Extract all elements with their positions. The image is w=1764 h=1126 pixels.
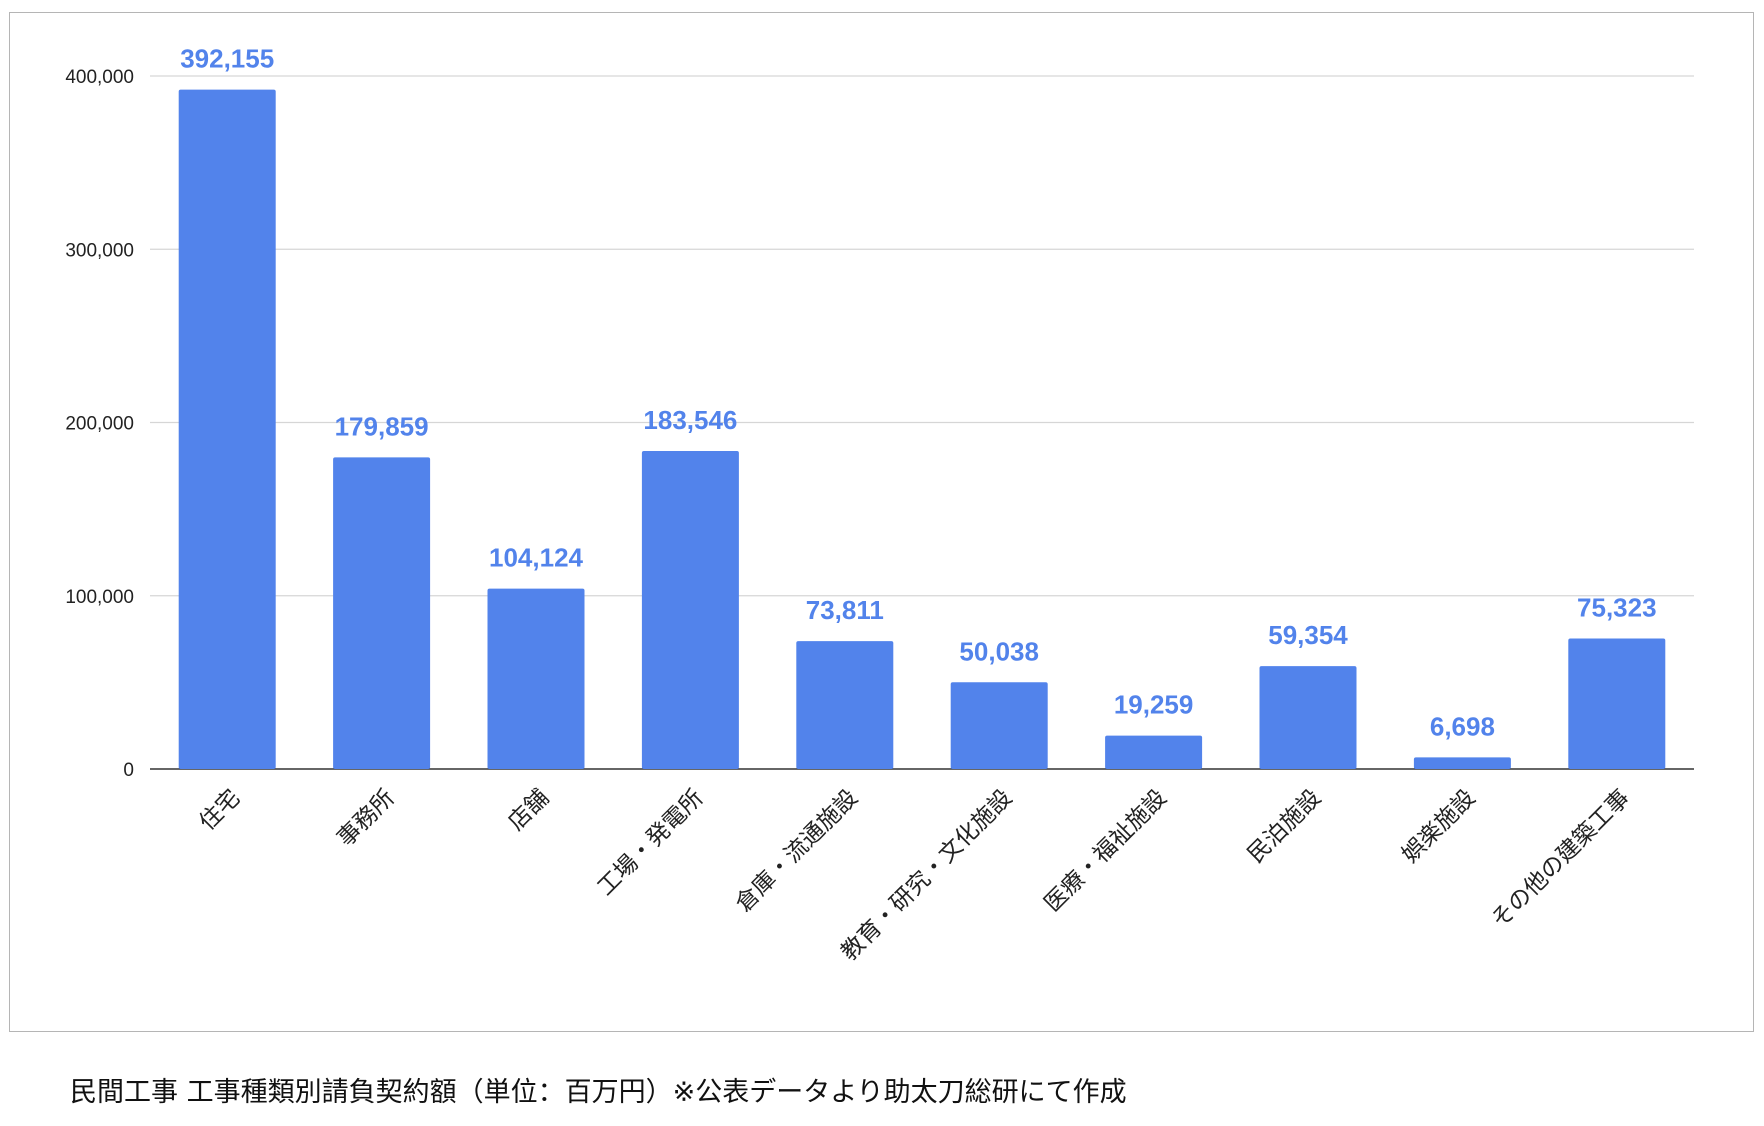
data-label: 75,323 bbox=[1577, 593, 1657, 623]
x-tick-label: 倉庫・流通施設 bbox=[731, 785, 863, 917]
x-tick-label: 住宅 bbox=[195, 785, 246, 836]
data-label: 59,354 bbox=[1268, 620, 1348, 650]
bar bbox=[178, 89, 276, 770]
x-tick-label: 工場・発電所 bbox=[593, 785, 709, 901]
chart-caption: 民間工事 工事種類別請負契約額（単位：百万円）※公表データより助太刀総研にて作成 bbox=[70, 1077, 1127, 1108]
bar-chart: 392,155 179,859 104,124 183,546 73,811 50,038… bbox=[65, 44, 1694, 966]
data-label: 183,546 bbox=[643, 405, 737, 435]
bar bbox=[641, 451, 739, 769]
data-labels: 392,155 179,859 104,124 183,546 73,811 50,038… bbox=[180, 44, 1656, 742]
y-tick-label: 200,000 bbox=[65, 414, 134, 435]
data-label: 104,124 bbox=[489, 543, 584, 573]
bar bbox=[333, 457, 431, 769]
bar bbox=[1568, 638, 1666, 769]
x-tick-label: 事務所 bbox=[333, 785, 400, 852]
x-tick-label: 医療・福祉施設 bbox=[1040, 785, 1172, 917]
bars bbox=[178, 89, 1666, 770]
data-label: 6,698 bbox=[1430, 711, 1495, 741]
y-tick-label: 0 bbox=[123, 760, 134, 781]
bar bbox=[1259, 666, 1357, 769]
data-label: 179,859 bbox=[335, 411, 429, 441]
bar bbox=[1105, 735, 1203, 769]
y-tick-label: 100,000 bbox=[65, 587, 134, 608]
bar bbox=[487, 588, 585, 769]
x-tick-label: 娯楽施設 bbox=[1397, 785, 1480, 868]
data-label: 73,811 bbox=[806, 595, 884, 625]
y-tick-label: 300,000 bbox=[65, 240, 134, 261]
y-axis-ticks: 0 100,000 200,000 300,000 400,000 bbox=[65, 67, 134, 781]
data-label: 19,259 bbox=[1114, 690, 1194, 720]
data-label: 392,155 bbox=[180, 44, 274, 74]
data-label: 50,038 bbox=[959, 636, 1039, 666]
chart-frame: 392,155 179,859 104,124 183,546 73,811 50,038… bbox=[9, 12, 1754, 1032]
x-tick-label: その他の建築工事 bbox=[1487, 785, 1635, 933]
y-tick-label: 400,000 bbox=[65, 67, 134, 88]
bar bbox=[1413, 757, 1511, 769]
x-tick-label: 教育・研究・文化施設 bbox=[836, 785, 1017, 966]
bar bbox=[796, 641, 894, 769]
x-tick-label: 民泊施設 bbox=[1243, 785, 1326, 868]
x-tick-label: 店舗 bbox=[503, 785, 554, 836]
bar bbox=[950, 682, 1048, 769]
